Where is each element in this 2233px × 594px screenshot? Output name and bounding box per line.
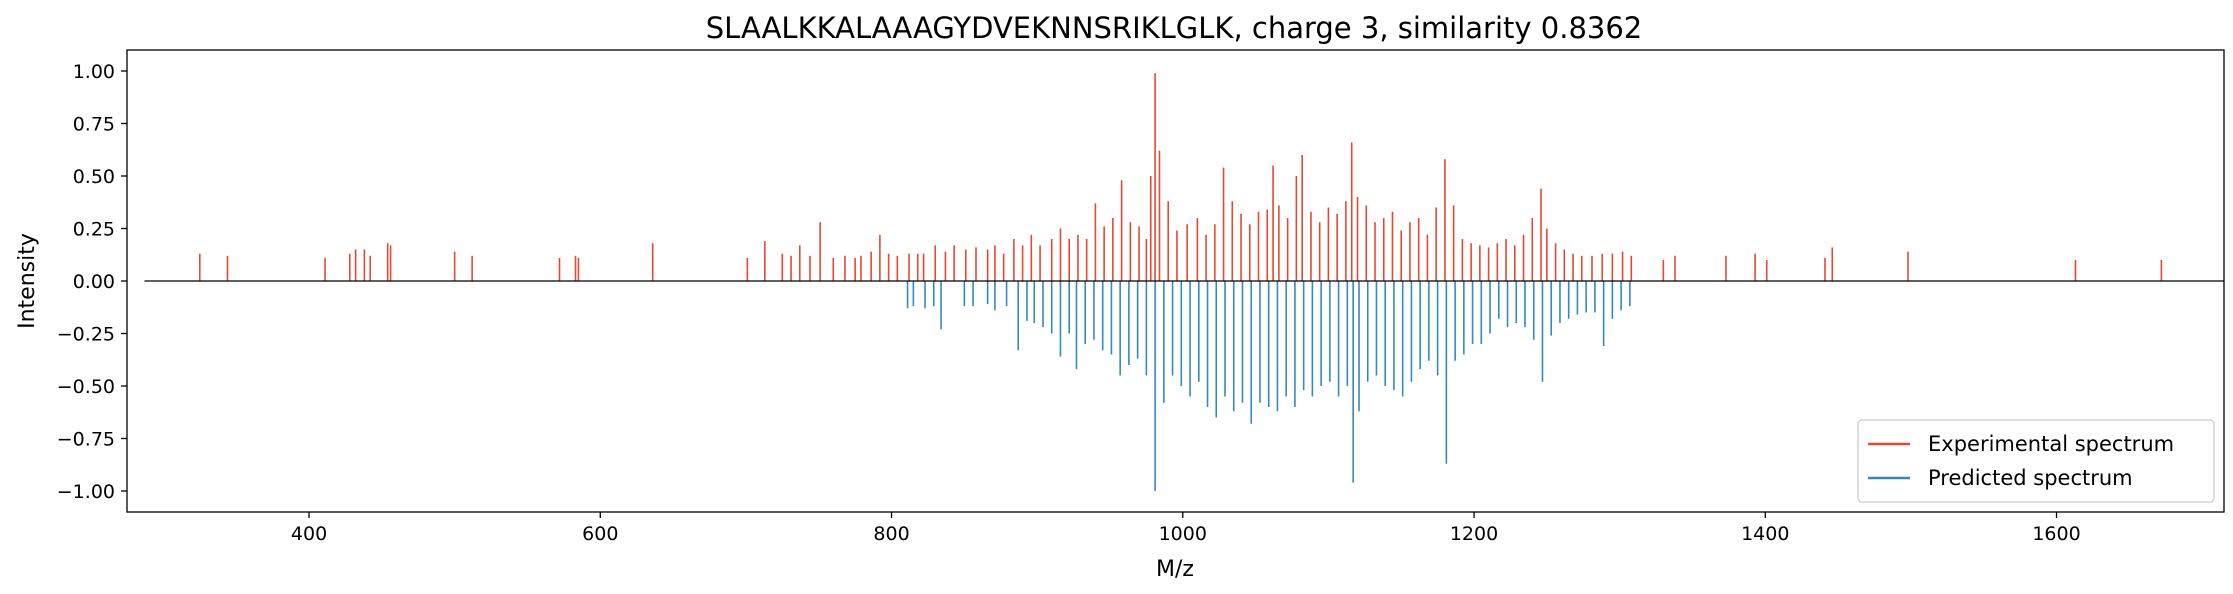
x-tick-label: 1000 bbox=[1159, 523, 1207, 545]
legend-box bbox=[1857, 419, 2215, 503]
y-tick-label: −0.50 bbox=[57, 376, 115, 398]
x-tick-label: 1200 bbox=[1450, 523, 1498, 545]
legend: Experimental spectrum Predicted spectrum bbox=[1857, 419, 2215, 503]
y-tick-label: −1.00 bbox=[57, 481, 115, 503]
y-tick-label: 0.50 bbox=[73, 166, 115, 188]
x-tick-label: 1600 bbox=[2032, 523, 2080, 545]
x-tick-label: 1400 bbox=[1741, 523, 1789, 545]
legend-label-experimental: Experimental spectrum bbox=[1928, 432, 2174, 456]
y-axis-label: Intensity bbox=[15, 233, 40, 329]
x-tick-label: 400 bbox=[291, 523, 327, 545]
legend-label-predicted: Predicted spectrum bbox=[1928, 466, 2133, 490]
y-tick-label: 0.25 bbox=[73, 219, 115, 241]
x-tick-label: 600 bbox=[582, 523, 618, 545]
predicted-peaks bbox=[906, 281, 1631, 491]
y-tick-label: 0.00 bbox=[73, 271, 115, 293]
y-tick-label: −0.75 bbox=[57, 429, 115, 451]
experimental-peaks bbox=[199, 73, 2163, 281]
y-tick-label: 1.00 bbox=[73, 61, 115, 83]
x-axis-label: M/z bbox=[1156, 557, 1194, 582]
x-tick-label: 800 bbox=[873, 523, 909, 545]
y-axis: 1.00 0.75 0.50 0.25 0.00 −0.25 −0.50 −0.75 −1.00 bbox=[57, 61, 127, 503]
y-tick-label: 0.75 bbox=[73, 114, 115, 136]
y-tick-label: −0.25 bbox=[57, 324, 115, 346]
x-axis: 400 600 800 1000 1200 1400 1600 bbox=[291, 512, 2081, 545]
chart-title: SLAALKKALAAAGYDVEKNNSRIKLGLK, charge 3, … bbox=[706, 11, 1643, 45]
